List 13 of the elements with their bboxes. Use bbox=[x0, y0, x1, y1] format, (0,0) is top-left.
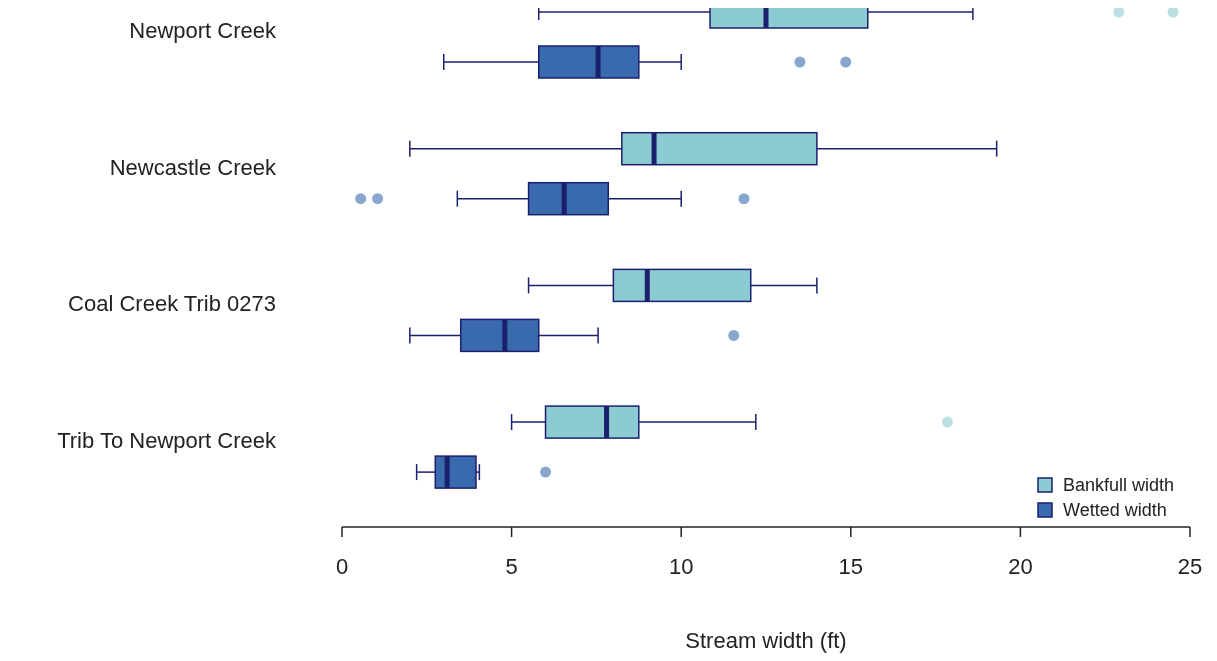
legend-label: Wetted width bbox=[1063, 500, 1167, 520]
legend-label: Bankfull width bbox=[1063, 475, 1175, 495]
x-tick-label: 15 bbox=[838, 554, 864, 579]
y-tick-label: Trib To Newport Creek bbox=[57, 428, 277, 454]
x-tick-label: 10 bbox=[668, 554, 694, 579]
x-tick-label: 20 bbox=[1008, 554, 1033, 579]
x-axis-title: Stream width (ft) bbox=[685, 628, 847, 653]
x-tick-label: 0 bbox=[335, 554, 349, 579]
x-tick-label: 25 bbox=[1177, 554, 1203, 579]
y-tick-label: Coal Creek Trib 0273 bbox=[68, 291, 276, 317]
x-tick-label: 5 bbox=[505, 554, 518, 579]
y-tick-label: Newcastle Creek bbox=[109, 154, 277, 180]
y-tick-label: Newport Creek bbox=[129, 18, 277, 43]
